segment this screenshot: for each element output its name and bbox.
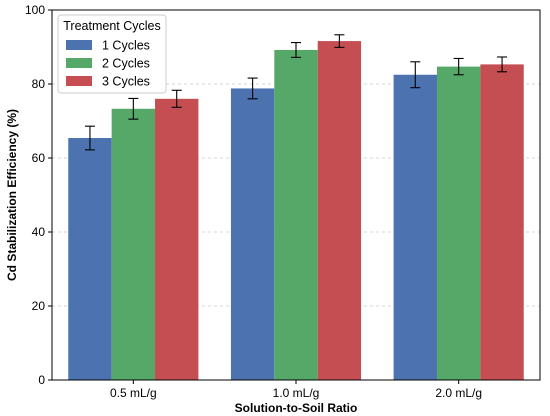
- y-axis-label: Cd Stabilization Efficiency (%): [5, 109, 19, 281]
- bar: [393, 74, 437, 380]
- legend-label: 3 Cycles: [102, 75, 150, 89]
- legend-swatch: [66, 76, 92, 86]
- legend-item: 2 Cycles: [66, 57, 150, 71]
- bar: [230, 88, 275, 380]
- legend-label: 1 Cycles: [102, 39, 150, 53]
- y-axis-ticks: 0 20 40 60 80 100: [25, 3, 52, 387]
- legend-items: 1 Cycles 2 Cycles 3 Cycles: [66, 39, 150, 89]
- legend-title: Treatment Cycles: [63, 19, 160, 33]
- y-tick-label: 60: [32, 151, 46, 165]
- legend-swatch: [66, 40, 92, 50]
- bar: [317, 41, 362, 380]
- x-tick-label: 0.5 mL/g: [110, 386, 157, 400]
- bar: [436, 66, 481, 381]
- legend-item: 1 Cycles: [66, 39, 150, 53]
- x-tick-label: 1.0 mL/g: [273, 386, 320, 400]
- x-axis-label: Solution-to-Soil Ratio: [235, 401, 358, 415]
- y-tick-label: 0: [38, 373, 45, 387]
- y-tick-label: 40: [32, 225, 46, 239]
- x-tick-label: 2.0 mL/g: [435, 386, 482, 400]
- y-tick-label: 100: [25, 3, 45, 17]
- legend-item: 3 Cycles: [66, 75, 150, 89]
- error-bars: [84, 34, 508, 151]
- bar: [111, 108, 156, 380]
- legend-box: [57, 14, 167, 94]
- legend-label: 2 Cycles: [102, 57, 150, 71]
- y-tick-label: 20: [32, 299, 46, 313]
- bar: [68, 138, 112, 380]
- x-axis-ticks: 0.5 mL/g 1.0 mL/g 2.0 mL/g: [110, 380, 482, 400]
- bar: [155, 98, 199, 381]
- bars: [68, 41, 524, 381]
- bar: [274, 49, 318, 381]
- legend-swatch: [66, 58, 92, 68]
- bar: [480, 64, 524, 380]
- y-tick-label: 80: [32, 77, 46, 91]
- legend: Treatment Cycles 1 Cycles 2 Cycles 3 Cycle…: [57, 14, 167, 94]
